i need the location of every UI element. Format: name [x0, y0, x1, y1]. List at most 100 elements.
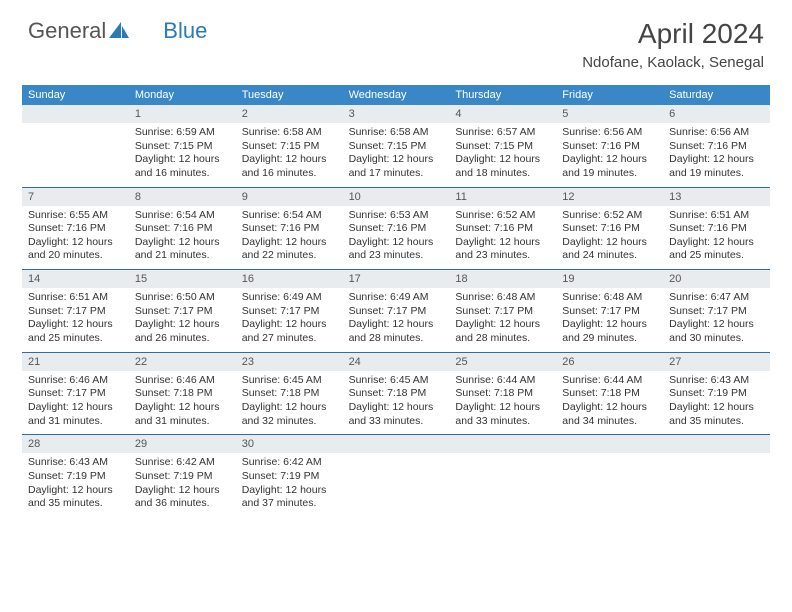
- cell-line: and 37 minutes.: [242, 497, 337, 511]
- cell-line: Daylight: 12 hours: [669, 153, 764, 167]
- cell-line: Sunset: 7:15 PM: [349, 140, 444, 154]
- calendar-header-row: Sunday Monday Tuesday Wednesday Thursday…: [22, 85, 770, 105]
- day-number: 18: [449, 270, 556, 288]
- cell-line: Sunrise: 6:53 AM: [349, 209, 444, 223]
- cell-line: Daylight: 12 hours: [135, 153, 230, 167]
- cell-content: Sunrise: 6:50 AMSunset: 7:17 PMDaylight:…: [129, 288, 236, 352]
- day-number: [449, 435, 556, 453]
- cell-line: Daylight: 12 hours: [669, 236, 764, 250]
- cell-content: Sunrise: 6:49 AMSunset: 7:17 PMDaylight:…: [236, 288, 343, 352]
- cell-content: Sunrise: 6:47 AMSunset: 7:17 PMDaylight:…: [663, 288, 770, 352]
- cell-line: and 31 minutes.: [28, 415, 123, 429]
- cell-line: Daylight: 12 hours: [669, 401, 764, 415]
- cell-line: Sunset: 7:16 PM: [562, 140, 657, 154]
- cell-line: Sunset: 7:15 PM: [242, 140, 337, 154]
- calendar-cell: [556, 435, 663, 517]
- day-number: 23: [236, 353, 343, 371]
- cell-line: Sunset: 7:18 PM: [135, 387, 230, 401]
- day-number: 27: [663, 353, 770, 371]
- cell-line: and 33 minutes.: [349, 415, 444, 429]
- page-title: April 2024: [582, 18, 764, 50]
- calendar-cell: 1Sunrise: 6:59 AMSunset: 7:15 PMDaylight…: [129, 105, 236, 187]
- cell-line: Sunrise: 6:54 AM: [242, 209, 337, 223]
- day-number: [663, 435, 770, 453]
- cell-line: Sunset: 7:16 PM: [562, 222, 657, 236]
- cell-content: Sunrise: 6:42 AMSunset: 7:19 PMDaylight:…: [129, 453, 236, 517]
- cell-content: Sunrise: 6:43 AMSunset: 7:19 PMDaylight:…: [663, 371, 770, 435]
- day-number: 22: [129, 353, 236, 371]
- cell-line: Sunrise: 6:56 AM: [562, 126, 657, 140]
- cell-line: Sunrise: 6:49 AM: [242, 291, 337, 305]
- cell-line: Sunset: 7:16 PM: [455, 222, 550, 236]
- cell-line: and 32 minutes.: [242, 415, 337, 429]
- day-number: 24: [343, 353, 450, 371]
- cell-line: Sunrise: 6:42 AM: [242, 456, 337, 470]
- cell-line: Sunrise: 6:43 AM: [669, 374, 764, 388]
- calendar-cell: 5Sunrise: 6:56 AMSunset: 7:16 PMDaylight…: [556, 105, 663, 187]
- weekday-header: Tuesday: [236, 85, 343, 105]
- cell-content: Sunrise: 6:51 AMSunset: 7:16 PMDaylight:…: [663, 206, 770, 270]
- cell-line: and 18 minutes.: [455, 167, 550, 181]
- day-number: 21: [22, 353, 129, 371]
- cell-line: Sunrise: 6:54 AM: [135, 209, 230, 223]
- day-number: 8: [129, 188, 236, 206]
- cell-content: Sunrise: 6:56 AMSunset: 7:16 PMDaylight:…: [663, 123, 770, 187]
- calendar-cell: 21Sunrise: 6:46 AMSunset: 7:17 PMDayligh…: [22, 353, 129, 435]
- cell-line: Daylight: 12 hours: [242, 236, 337, 250]
- title-block: April 2024 Ndofane, Kaolack, Senegal: [582, 18, 764, 71]
- calendar-cell: 17Sunrise: 6:49 AMSunset: 7:17 PMDayligh…: [343, 270, 450, 352]
- cell-line: Daylight: 12 hours: [135, 236, 230, 250]
- cell-content: Sunrise: 6:43 AMSunset: 7:19 PMDaylight:…: [22, 453, 129, 517]
- cell-line: Sunset: 7:16 PM: [28, 222, 123, 236]
- cell-line: Daylight: 12 hours: [349, 236, 444, 250]
- cell-line: Sunrise: 6:55 AM: [28, 209, 123, 223]
- cell-line: and 34 minutes.: [562, 415, 657, 429]
- cell-line: and 21 minutes.: [135, 249, 230, 263]
- cell-line: and 25 minutes.: [28, 332, 123, 346]
- day-number: 25: [449, 353, 556, 371]
- calendar: Sunday Monday Tuesday Wednesday Thursday…: [22, 85, 770, 517]
- cell-line: and 26 minutes.: [135, 332, 230, 346]
- logo: General Blue: [28, 18, 207, 44]
- cell-content: Sunrise: 6:54 AMSunset: 7:16 PMDaylight:…: [129, 206, 236, 270]
- cell-line: and 16 minutes.: [135, 167, 230, 181]
- location-subtitle: Ndofane, Kaolack, Senegal: [582, 54, 764, 71]
- cell-line: Sunrise: 6:50 AM: [135, 291, 230, 305]
- day-number: 28: [22, 435, 129, 453]
- calendar-cell: 23Sunrise: 6:45 AMSunset: 7:18 PMDayligh…: [236, 353, 343, 435]
- cell-line: Daylight: 12 hours: [455, 401, 550, 415]
- calendar-cell: 14Sunrise: 6:51 AMSunset: 7:17 PMDayligh…: [22, 270, 129, 352]
- day-number: 20: [663, 270, 770, 288]
- calendar-cell: 18Sunrise: 6:48 AMSunset: 7:17 PMDayligh…: [449, 270, 556, 352]
- cell-line: Sunrise: 6:59 AM: [135, 126, 230, 140]
- cell-line: Sunset: 7:19 PM: [669, 387, 764, 401]
- calendar-cell: 29Sunrise: 6:42 AMSunset: 7:19 PMDayligh…: [129, 435, 236, 517]
- cell-line: and 25 minutes.: [669, 249, 764, 263]
- calendar-cell: 25Sunrise: 6:44 AMSunset: 7:18 PMDayligh…: [449, 353, 556, 435]
- cell-line: Daylight: 12 hours: [349, 318, 444, 332]
- cell-line: Sunset: 7:16 PM: [349, 222, 444, 236]
- cell-line: Sunset: 7:17 PM: [562, 305, 657, 319]
- cell-line: Daylight: 12 hours: [242, 153, 337, 167]
- calendar-cell: 8Sunrise: 6:54 AMSunset: 7:16 PMDaylight…: [129, 188, 236, 270]
- cell-line: Sunset: 7:15 PM: [455, 140, 550, 154]
- cell-line: and 31 minutes.: [135, 415, 230, 429]
- cell-line: Sunrise: 6:46 AM: [28, 374, 123, 388]
- calendar-cell: [449, 435, 556, 517]
- cell-line: Sunrise: 6:52 AM: [562, 209, 657, 223]
- day-number: 9: [236, 188, 343, 206]
- calendar-cell: 13Sunrise: 6:51 AMSunset: 7:16 PMDayligh…: [663, 188, 770, 270]
- cell-line: Sunrise: 6:46 AM: [135, 374, 230, 388]
- cell-line: and 19 minutes.: [562, 167, 657, 181]
- cell-content: Sunrise: 6:45 AMSunset: 7:18 PMDaylight:…: [343, 371, 450, 435]
- calendar-cell: 2Sunrise: 6:58 AMSunset: 7:15 PMDaylight…: [236, 105, 343, 187]
- day-number: 6: [663, 105, 770, 123]
- day-number: [556, 435, 663, 453]
- weekday-header: Sunday: [22, 85, 129, 105]
- calendar-cell: 28Sunrise: 6:43 AMSunset: 7:19 PMDayligh…: [22, 435, 129, 517]
- cell-line: Daylight: 12 hours: [28, 484, 123, 498]
- cell-line: Daylight: 12 hours: [562, 153, 657, 167]
- cell-line: Daylight: 12 hours: [28, 236, 123, 250]
- cell-content: Sunrise: 6:48 AMSunset: 7:17 PMDaylight:…: [449, 288, 556, 352]
- calendar-cell: 15Sunrise: 6:50 AMSunset: 7:17 PMDayligh…: [129, 270, 236, 352]
